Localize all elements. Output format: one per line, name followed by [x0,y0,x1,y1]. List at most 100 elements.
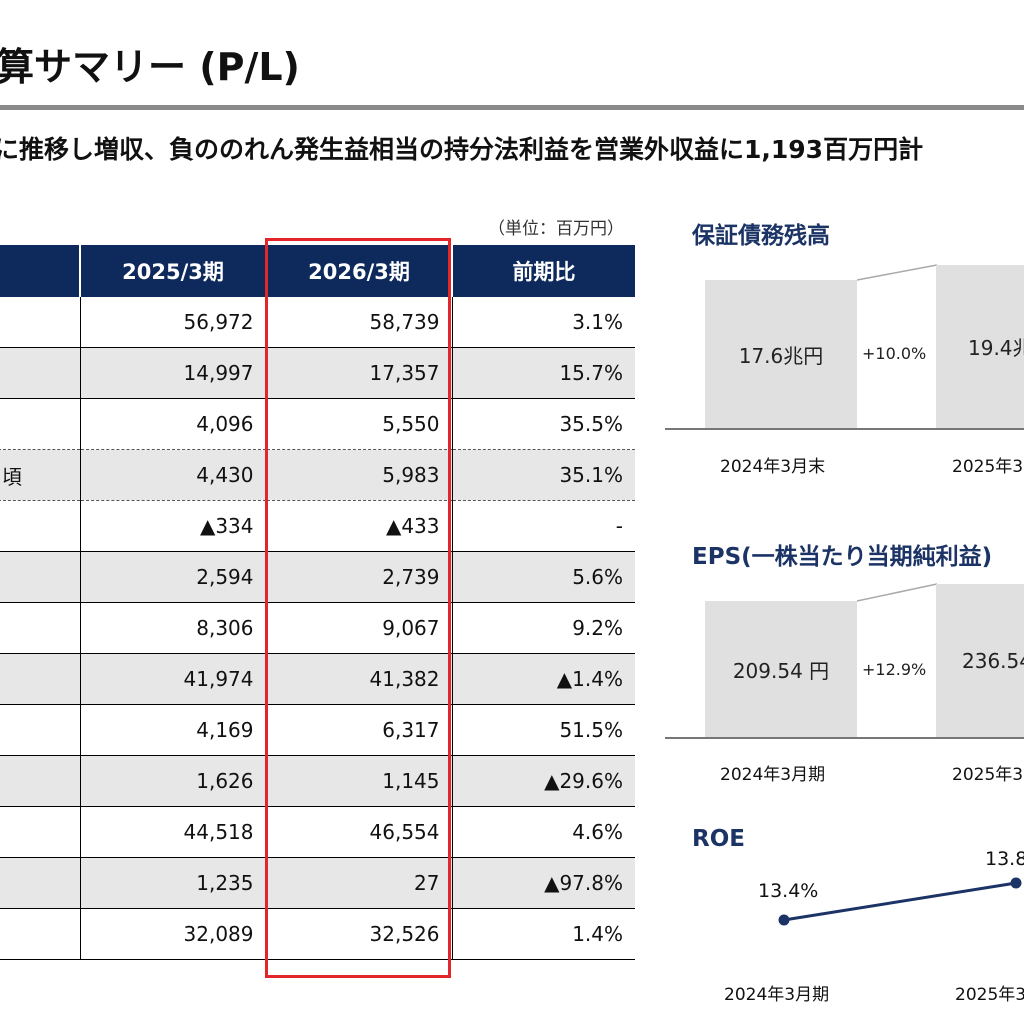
table-row: 56,972 58,739 3.1% [0,297,635,348]
curr-value: 6,317 [265,704,452,756]
page-title: 算サマリー (P/L) [0,45,300,89]
change-value: ▲29.6% [451,755,635,807]
change-value: ▲97.8% [451,857,635,909]
row-label [0,500,80,552]
table-row: 32,089 32,526 1.4% [0,908,635,960]
table-row: 41,974 41,382 ▲1.4% [0,653,635,705]
eps-growth: +12.9% [862,660,927,679]
guarantee-bar-2024: 17.6兆円 [705,280,857,428]
row-label [0,857,80,909]
curr-value: 1,145 [265,755,452,807]
table-row: 44,518 46,554 4.6% [0,806,635,858]
roe-line [783,881,1017,922]
change-value: - [451,500,635,552]
roe-label-2024: 2024年3月期 [724,985,830,1005]
prev-value: 1,235 [79,857,266,909]
table-row: 1,235 27 ▲97.8% [0,857,635,909]
table-row: 8,306 9,067 9.2% [0,602,635,654]
eps-bar-2025: 236.54 [936,584,1024,737]
prev-value: 4,430 [79,449,266,501]
header-curr-year: 2026/3期 [265,245,452,297]
change-value: 3.1% [451,297,635,348]
roe-line-chart [778,877,1022,926]
table-row: 2,594 2,739 5.6% [0,551,635,603]
table-row: 4,096 5,550 35.5% [0,398,635,450]
change-value: 4.6% [451,806,635,858]
header-label [0,245,80,297]
roe-point-2024 [778,914,790,926]
change-value: 35.1% [451,449,635,501]
row-label [0,704,80,756]
growth-connector [856,583,938,602]
roe-label-2025: 2025年3 [955,985,1024,1005]
curr-value: 5,983 [265,449,452,501]
row-label [0,398,80,450]
table-row: 4,169 6,317 51.5% [0,704,635,756]
prev-value: 4,169 [79,704,266,756]
guarantee-label-2024: 2024年3月末 [720,457,826,477]
header-prev-year: 2025/3期 [79,245,266,297]
table-row: 1,626 1,145 ▲29.6% [0,755,635,807]
prev-value: 8,306 [79,602,266,654]
change-value: 51.5% [451,704,635,756]
curr-value: 2,739 [265,551,452,603]
change-value: 1.4% [451,908,635,960]
eps-label-2024: 2024年3月期 [720,765,826,785]
prev-value: 4,096 [79,398,266,450]
row-label [0,347,80,399]
table-header-row: 2025/3期 2026/3期 前期比 [0,245,635,297]
table-row: ▲334 ▲433 - [0,500,635,552]
unit-note: （単位：百万円） [488,219,624,239]
change-value: 15.7% [451,347,635,399]
row-label [0,297,80,348]
guarantee-title: 保証債務残高 [692,223,830,249]
growth-connector [856,264,938,281]
prev-value: 1,626 [79,755,266,807]
header-change: 前期比 [451,245,635,297]
prev-value: 44,518 [79,806,266,858]
curr-value: 58,739 [265,297,452,348]
roe-value-2025: 13.8 [985,848,1024,870]
row-label [0,908,80,960]
change-value: 5.6% [451,551,635,603]
eps-bar-2024: 209.54 円 [705,601,857,737]
curr-value: ▲433 [265,500,452,552]
prev-value: 32,089 [79,908,266,960]
row-label [0,551,80,603]
guarantee-label-2025: 2025年3 [952,457,1024,477]
prev-value: 2,594 [79,551,266,603]
pl-summary-table: 2025/3期 2026/3期 前期比 56,972 58,739 3.1% 1… [0,245,635,960]
row-label: 頃 [0,449,80,501]
prev-value: ▲334 [79,500,266,552]
table-row: 頃 4,430 5,983 35.1% [0,449,635,501]
roe-value-2024: 13.4% [758,880,819,902]
change-value: 9.2% [451,602,635,654]
prev-value: 41,974 [79,653,266,705]
title-divider [0,105,1024,110]
curr-value: 5,550 [265,398,452,450]
table-row: 14,997 17,357 15.7% [0,347,635,399]
change-value: ▲1.4% [451,653,635,705]
eps-baseline [665,737,1024,739]
curr-value: 41,382 [265,653,452,705]
guarantee-bar-2025: 19.4兆 [936,265,1024,428]
curr-value: 32,526 [265,908,452,960]
roe-title: ROE [692,826,745,852]
roe-point-2025 [1010,877,1022,889]
eps-label-2025: 2025年3 [952,765,1024,785]
curr-value: 27 [265,857,452,909]
guarantee-baseline [665,428,1024,430]
curr-value: 17,357 [265,347,452,399]
prev-value: 14,997 [79,347,266,399]
row-label [0,806,80,858]
guarantee-growth: +10.0% [862,344,927,363]
row-label [0,755,80,807]
row-label [0,653,80,705]
curr-value: 9,067 [265,602,452,654]
change-value: 35.5% [451,398,635,450]
eps-title: EPS(一株当たり当期純利益) [692,544,993,570]
row-label [0,602,80,654]
prev-value: 56,972 [79,297,266,348]
headline-text: に推移し増収、負ののれん発生益相当の持分法利益を営業外収益に1,193百万円計 [0,135,924,164]
curr-value: 46,554 [265,806,452,858]
